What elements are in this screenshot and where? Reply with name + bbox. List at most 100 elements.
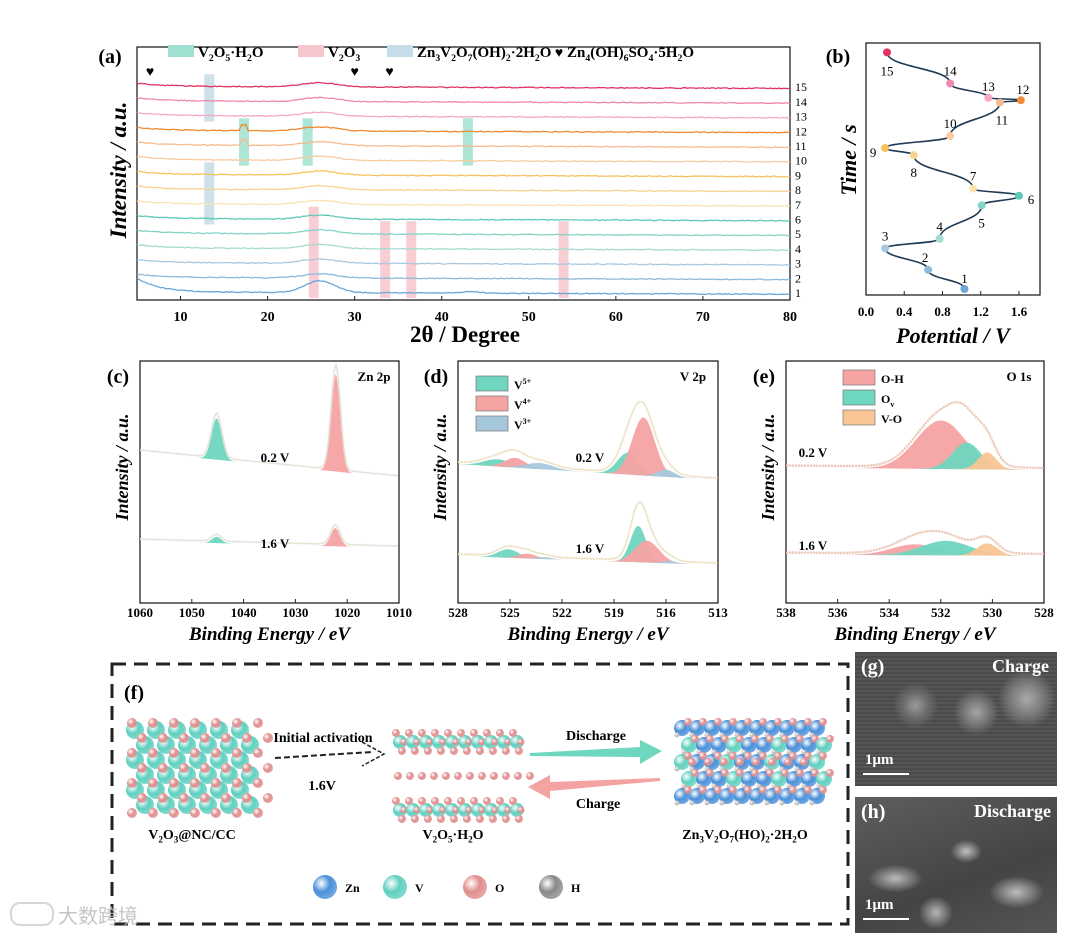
o-atom [452, 806, 460, 814]
y-axis-title: Intensity / a.u. [430, 413, 450, 521]
o-atom [502, 815, 510, 823]
x-tick-label-a: 20 [261, 310, 275, 325]
fitted-peak [318, 528, 352, 547]
o-atom [744, 786, 752, 794]
o-atom [418, 772, 426, 780]
point-label: 13 [982, 79, 995, 94]
spectrum-title: O 1s [1007, 369, 1032, 384]
fit-envelope [139, 524, 399, 547]
xrd-curve-5 [136, 228, 791, 237]
o-atom [752, 758, 760, 766]
o-atom [263, 733, 273, 743]
discharge-label: Discharge [566, 729, 626, 744]
raw-data-envelope [458, 400, 719, 480]
o-atom [781, 769, 789, 777]
o-atom [158, 763, 168, 773]
scale-bar [863, 773, 909, 775]
fitted-peak [635, 469, 697, 479]
xrd-curve-15 [136, 81, 791, 90]
legend-swatch [298, 45, 324, 57]
legend-atom-o-icon [463, 875, 487, 899]
fitted-peak [604, 540, 690, 565]
o-atom [148, 778, 158, 788]
panel-label: (d) [424, 366, 448, 388]
curve-number-label: 13 [795, 110, 807, 124]
activation-arrow [274, 751, 373, 759]
phase-band [380, 221, 391, 298]
o-atom [457, 797, 465, 805]
point-label: 7 [970, 169, 977, 184]
curve-number-label: 7 [795, 198, 801, 212]
data-point [984, 93, 993, 102]
o-atom [819, 718, 827, 726]
data-point [883, 48, 892, 57]
plot-frame-a [136, 46, 791, 301]
legend-label: Zn3V2O7(OH)2·2H2O [417, 45, 551, 64]
point-label: 12 [1016, 82, 1029, 97]
structure-label-v2o3: V2O3@NC/CC [148, 828, 236, 845]
y-axis-title: Intensity / a.u. [112, 413, 132, 521]
v-atom [471, 735, 485, 749]
spectrum-title: Zn 2p [358, 369, 391, 384]
x-tick-label: 532 [931, 605, 951, 620]
v-atom [419, 735, 433, 749]
fitted-peak [604, 417, 683, 478]
o-atom [768, 758, 776, 766]
phase-band [462, 118, 473, 166]
activation-voltage-label: 1.6V [308, 779, 336, 794]
activation-label: Initial activation [273, 731, 372, 746]
heart-marker-icon: ♥ [351, 65, 359, 80]
o-atom [744, 752, 752, 760]
data-point [909, 151, 918, 160]
x-tick-label-a: 10 [174, 310, 188, 325]
o-atom [736, 769, 744, 777]
x-axis-title: Binding Energy / eV [834, 624, 997, 645]
v-atom [445, 735, 459, 749]
o-atom [751, 735, 759, 743]
xrd-curve-1 [136, 277, 791, 296]
o-atom [211, 808, 221, 818]
x-tick-label-a: 50 [522, 310, 536, 325]
watermark-logo-icon [10, 902, 54, 926]
o-atom [263, 793, 273, 803]
data-point [881, 244, 890, 253]
atom-legend-label: H [571, 881, 581, 895]
curve-number-label: 15 [795, 80, 807, 94]
point-label: 10 [944, 116, 957, 131]
o-atom [424, 747, 432, 755]
curve-number-label: 8 [795, 183, 801, 197]
o-atom [179, 793, 189, 803]
o-atom [413, 738, 421, 746]
curve-number-label: 11 [795, 139, 807, 153]
structure-label-zn3v2o7: Zn3V2O7(HO)2·2H2O [682, 828, 808, 845]
o-atom [789, 752, 797, 760]
o-atom [800, 758, 808, 766]
o-atom [699, 786, 707, 794]
o-atom [526, 772, 534, 780]
o-atom [684, 786, 692, 794]
h-atom [719, 800, 725, 806]
o-atom [200, 733, 210, 743]
x-tick-label: 1050 [179, 605, 205, 620]
o-atom [127, 778, 137, 788]
data-point [946, 132, 955, 141]
o-atom [721, 735, 729, 743]
plot-frame-b [865, 42, 1041, 296]
plot-frame [139, 360, 400, 604]
data-point [946, 79, 955, 88]
data-point [995, 98, 1004, 107]
o-atom [789, 718, 797, 726]
x-tick-label: 530 [983, 605, 1003, 620]
o-atom [714, 752, 722, 760]
o-atom [509, 797, 517, 805]
voltage-label: 0.2 V [261, 450, 290, 465]
o-atom [148, 748, 158, 758]
time-potential-curve [884, 52, 1022, 290]
o-atom [392, 797, 400, 805]
xrd-curve-4 [136, 243, 791, 252]
panel-label-h: (h) [861, 801, 886, 823]
o-atom [720, 758, 728, 766]
o-atom [179, 763, 189, 773]
panel-label: (c) [107, 366, 129, 388]
o-atom [426, 806, 434, 814]
